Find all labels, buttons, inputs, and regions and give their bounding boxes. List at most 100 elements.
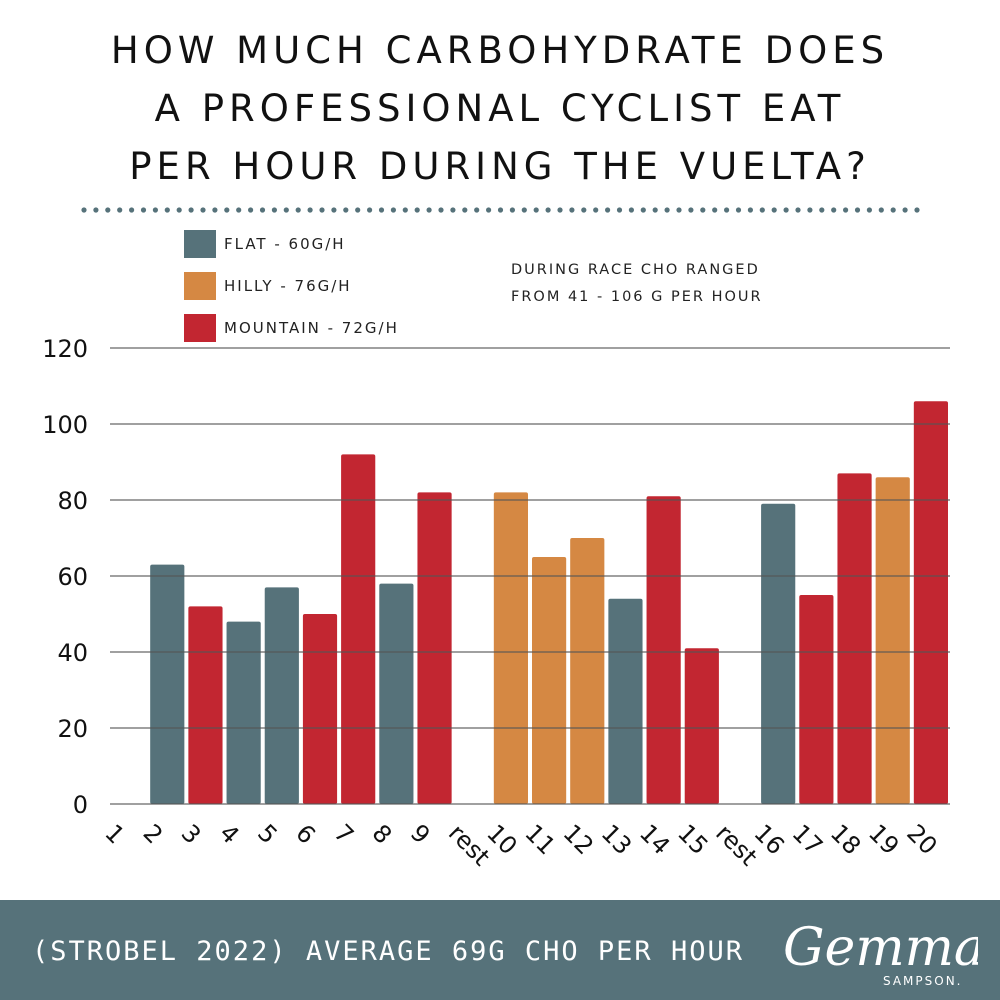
- x-tick-label: 4: [214, 819, 245, 850]
- divider-dot: [283, 207, 289, 213]
- divider-dot: [450, 207, 456, 213]
- divider-dot: [200, 207, 206, 213]
- divider-dot: [902, 207, 908, 213]
- divider-dot: [331, 207, 337, 213]
- bar-stage-5: [264, 587, 299, 804]
- divider-dot: [688, 207, 694, 213]
- x-tick-label: 12: [558, 819, 599, 860]
- y-tick-label: 0: [73, 791, 88, 819]
- divider-dot: [783, 207, 789, 213]
- divider-dot: [486, 207, 492, 213]
- divider-dot: [545, 207, 551, 213]
- divider-dot: [819, 207, 825, 213]
- divider-dot: [533, 207, 539, 213]
- y-tick-label: 60: [57, 563, 88, 591]
- divider-dot: [140, 207, 147, 213]
- y-tick-label: 40: [57, 639, 88, 667]
- bar-stage-7: [341, 454, 376, 804]
- divider-dot: [164, 207, 170, 213]
- bar-stage-18: [837, 473, 872, 804]
- divider-dot: [474, 207, 480, 213]
- divider-dot: [462, 207, 468, 213]
- bar-stage-12: [570, 538, 605, 804]
- divider-dot: [307, 207, 313, 213]
- bar-stage-17: [799, 595, 834, 804]
- bar-stage-11: [532, 557, 567, 804]
- x-tick-label: 1: [99, 819, 130, 850]
- svg-text:Gemma: Gemma: [783, 918, 978, 978]
- x-tick-label: 11: [519, 819, 560, 860]
- x-tick-label: 20: [901, 819, 942, 860]
- legend-item-hilly: HILLY - 76G/H: [184, 272, 352, 300]
- x-tick-label: 9: [405, 819, 436, 850]
- divider-dot: [759, 207, 765, 213]
- divider-dot: [390, 207, 396, 213]
- legend-swatch: [184, 272, 216, 300]
- chart-title: HOW MUCH CARBOHYDRATE DOES A PROFESSIONA…: [0, 22, 1000, 196]
- divider-dot: [664, 207, 670, 213]
- bar-stage-3: [188, 606, 223, 804]
- divider-dot: [616, 207, 623, 213]
- legend-label: FLAT - 60G/H: [224, 235, 346, 253]
- divider-dot: [93, 207, 99, 213]
- bar-stage-4: [226, 621, 261, 804]
- divider-dot: [735, 207, 742, 213]
- x-tick-label: 7: [328, 819, 359, 850]
- x-tick-label: rest: [710, 819, 762, 871]
- bar-stage-16: [761, 503, 796, 804]
- divider-dot: [795, 207, 801, 213]
- divider-dot: [497, 207, 504, 213]
- divider-dot: [652, 207, 658, 213]
- divider-dot: [259, 207, 266, 213]
- note-line: FROM 41 - 106 G PER HOUR: [511, 289, 763, 305]
- y-tick-label: 20: [57, 715, 88, 743]
- divider-dot: [367, 207, 373, 213]
- legend-swatch: [184, 314, 216, 342]
- divider-dot: [509, 207, 515, 213]
- title-line: HOW MUCH CARBOHYDRATE DOES: [110, 29, 890, 72]
- legend-label: HILLY - 76G/H: [224, 277, 352, 295]
- x-tick-label: 6: [290, 819, 321, 850]
- divider-dot: [771, 207, 777, 213]
- divider-dot: [890, 207, 896, 213]
- divider-dot: [271, 207, 277, 213]
- divider-dot: [402, 207, 408, 213]
- legend-swatch: [184, 230, 216, 258]
- bar-stage-19: [875, 477, 910, 804]
- divider-dot: [831, 207, 837, 213]
- bar-stage-8: [379, 583, 414, 804]
- legend-label: MOUNTAIN - 72G/H: [224, 319, 399, 337]
- x-tick-label: 15: [672, 819, 713, 860]
- divider-dot: [700, 207, 706, 213]
- divider-dot: [224, 207, 230, 213]
- x-tick-label: 8: [367, 819, 398, 850]
- bar-stage-14: [646, 496, 681, 804]
- note-line: DURING RACE CHO RANGED: [511, 262, 760, 278]
- divider-dot: [212, 207, 218, 213]
- bar-stage-10: [493, 492, 528, 804]
- footer-text: (STROBEL 2022) AVERAGE 69G CHO PER HOUR: [32, 936, 744, 967]
- divider-dot: [712, 207, 718, 213]
- divider-dot: [866, 207, 873, 213]
- divider-dot: [378, 207, 385, 213]
- x-tick-label: 13: [596, 819, 637, 860]
- divider-dot: [176, 207, 182, 213]
- divider-dot: [724, 207, 730, 213]
- x-tick-label: 19: [863, 819, 904, 860]
- x-tick-label: 18: [825, 819, 866, 860]
- bar-stage-9: [417, 492, 452, 804]
- x-tick-label: 5: [252, 819, 283, 850]
- divider-dot: [426, 207, 432, 213]
- divider-dot: [438, 207, 444, 213]
- divider-dot: [521, 207, 527, 213]
- logo-signature: Gemma SAMPSON.: [783, 918, 978, 988]
- divider-dot: [295, 207, 301, 213]
- bars: [150, 401, 948, 804]
- divider-dot: [593, 207, 599, 213]
- divider-dot: [236, 207, 242, 213]
- bar-stage-20: [913, 401, 948, 804]
- x-tick-label: 3: [176, 819, 207, 850]
- divider-dot: [747, 207, 754, 213]
- divider-dot: [117, 207, 123, 213]
- divider-dot: [414, 207, 420, 213]
